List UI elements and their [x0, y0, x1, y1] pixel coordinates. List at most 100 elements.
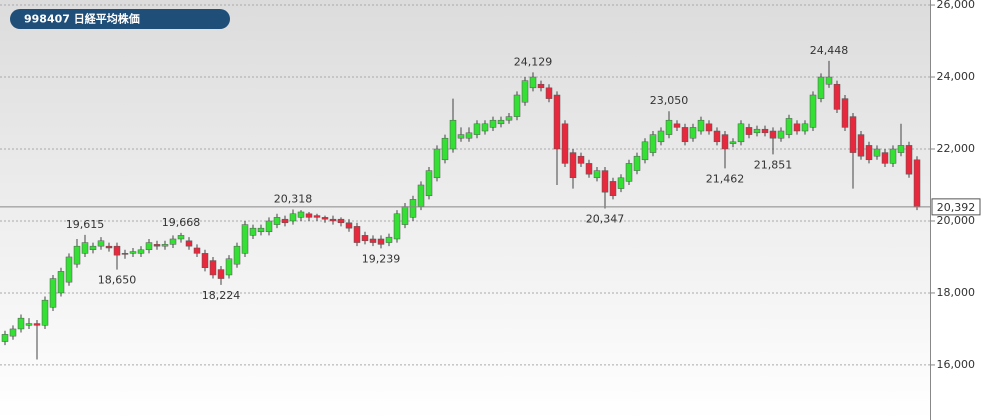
annotation-label: 24,129 — [514, 55, 553, 68]
candle-body — [449, 119, 457, 150]
y-tick-label: 16,000 — [937, 358, 976, 371]
candle-body — [833, 83, 841, 110]
annotation-label: 20,318 — [274, 193, 313, 206]
candle-body — [505, 116, 513, 121]
candle-body — [913, 159, 921, 208]
candle-body — [473, 123, 481, 135]
candle-body — [569, 152, 577, 179]
candle-body — [377, 238, 385, 245]
candle-body — [361, 235, 369, 242]
candle-body — [249, 227, 257, 236]
candle-body — [817, 76, 825, 99]
candle-body — [297, 211, 305, 218]
candle-body — [409, 199, 417, 218]
candle-body — [865, 145, 873, 161]
annotation-label: 20,347 — [586, 212, 625, 225]
candle-body — [857, 134, 865, 157]
candle-body — [489, 119, 497, 128]
candle-body — [25, 323, 33, 326]
candle-body — [81, 242, 89, 254]
candle-body — [905, 145, 913, 175]
candle-body — [497, 119, 505, 125]
candle-body — [417, 184, 425, 207]
candle-body — [529, 76, 537, 89]
candle-body — [809, 94, 817, 128]
candle-body — [113, 245, 121, 256]
candle-body — [601, 170, 609, 193]
candle-body — [841, 98, 849, 128]
candle-body — [265, 220, 273, 233]
candle-body — [633, 155, 641, 171]
candle-body — [793, 123, 801, 132]
candle-body — [161, 244, 169, 247]
candle-body — [425, 170, 433, 197]
candle-body — [89, 245, 97, 251]
candle-body — [305, 213, 313, 218]
candle-body — [97, 240, 105, 247]
candle-body — [705, 123, 713, 132]
candle-body — [145, 242, 153, 251]
candle-body — [321, 217, 329, 220]
candle-body — [217, 269, 225, 279]
annotation-label: 19,615 — [66, 218, 105, 231]
candle-body — [313, 215, 321, 218]
candle-body — [785, 118, 793, 135]
candle-body — [873, 148, 881, 157]
candle-body — [545, 87, 553, 99]
candle-body — [737, 123, 745, 143]
y-tick-label: 26,000 — [937, 0, 976, 11]
current-price-label: 20,392 — [937, 201, 976, 214]
candle-body — [537, 83, 545, 89]
candle-body — [721, 134, 729, 150]
annotation-label: 18,650 — [98, 274, 137, 287]
annotation-label: 19,239 — [362, 252, 401, 265]
candle-body — [329, 218, 337, 222]
candle-body — [401, 206, 409, 225]
candle-body — [1, 334, 9, 342]
candle-body — [49, 278, 57, 308]
candle-body — [625, 163, 633, 182]
candle-body — [665, 119, 673, 135]
candle-body — [761, 128, 769, 134]
candle-body — [233, 245, 241, 265]
annotation-label: 19,668 — [162, 216, 201, 229]
candle-body — [617, 177, 625, 189]
candle-body — [121, 253, 129, 255]
candle-body — [169, 238, 177, 245]
candle-body — [153, 244, 161, 247]
annotation-label: 18,224 — [202, 289, 241, 302]
candle-body — [825, 76, 833, 85]
candle-body — [33, 323, 41, 326]
candle-body — [73, 245, 81, 265]
candle-body — [353, 226, 361, 243]
candle-body — [881, 152, 889, 164]
candle-body — [889, 148, 897, 164]
candle-body — [9, 328, 17, 337]
candle-body — [441, 137, 449, 161]
candle-body — [201, 253, 209, 269]
candle-body — [897, 145, 905, 153]
candle-body — [689, 127, 697, 139]
y-tick-label: 24,000 — [937, 70, 976, 83]
candle-body — [481, 123, 489, 132]
candle-body — [193, 247, 201, 254]
candle-body — [273, 217, 281, 225]
candle-body — [385, 236, 393, 243]
annotation-label: 21,851 — [754, 158, 793, 171]
candle-body — [433, 148, 441, 179]
candle-body — [697, 119, 705, 132]
candle-body — [561, 123, 569, 164]
candle-body — [457, 134, 465, 139]
candle-body — [209, 260, 217, 276]
candle-body — [369, 238, 377, 243]
candle-body — [185, 240, 193, 247]
candle-body — [513, 94, 521, 117]
candle-body — [649, 134, 657, 153]
candle-body — [593, 170, 601, 179]
candle-body — [177, 235, 185, 240]
candle-body — [105, 245, 113, 249]
candle-body — [129, 251, 137, 254]
candle-body — [225, 258, 233, 276]
candle-body — [609, 181, 617, 197]
